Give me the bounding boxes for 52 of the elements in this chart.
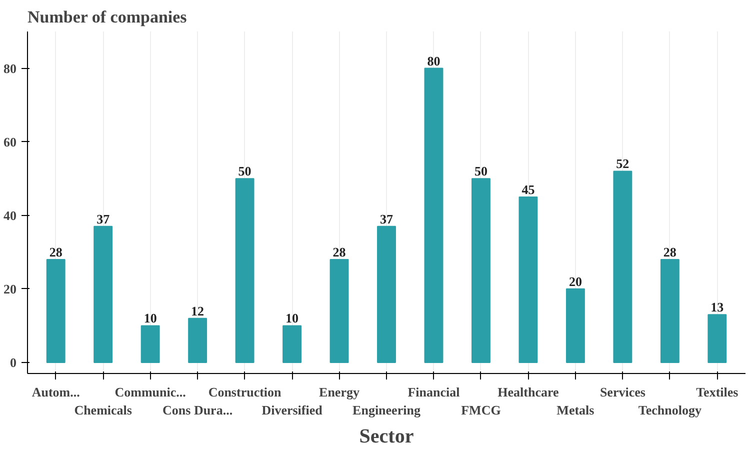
x-tick-label: Chemicals	[74, 402, 132, 418]
data-label: 28	[332, 244, 346, 260]
x-tick-label: Diversified	[262, 402, 324, 418]
data-label: 45	[522, 182, 536, 197]
bar	[282, 325, 302, 363]
bar	[94, 226, 113, 363]
bar	[613, 170, 632, 363]
bar	[46, 259, 66, 363]
data-label: 80	[427, 53, 440, 68]
y-axis-title: Number of companies	[28, 8, 188, 26]
data-label: 50	[238, 164, 252, 179]
data-label: 37	[96, 211, 110, 226]
data-label: 10	[286, 310, 299, 326]
data-label: 20	[568, 274, 582, 289]
y-tick-label: 20	[4, 281, 16, 296]
bar	[660, 259, 680, 363]
y-tick-label: 60	[4, 134, 16, 150]
x-tick-label: Autom...	[32, 384, 80, 400]
bar	[518, 196, 538, 363]
bar	[708, 314, 727, 363]
data-label: 28	[49, 244, 63, 260]
x-tick-label: Metals	[556, 402, 594, 418]
y-tick-label: 0	[10, 354, 16, 370]
bar	[235, 178, 254, 363]
bar	[188, 318, 208, 363]
x-tick-label: Cons Dura...	[162, 402, 233, 418]
data-label: 12	[191, 303, 204, 318]
x-tick-label: Textiles	[696, 384, 738, 400]
x-tick-label: Technology	[638, 402, 702, 418]
bar	[472, 178, 490, 363]
bar	[377, 226, 396, 363]
bar	[330, 259, 349, 363]
data-label: 13	[710, 300, 724, 315]
x-tick-label: FMCG	[461, 402, 501, 418]
bar	[424, 68, 444, 363]
x-axis-title: Sector	[359, 426, 414, 448]
data-label: 37	[380, 211, 394, 226]
y-tick-label: 40	[4, 208, 16, 223]
x-tick-label: Construction	[208, 384, 282, 400]
x-tick-label: Services	[600, 384, 646, 400]
x-tick-label: Communic...	[114, 384, 186, 400]
x-tick-label: Financial	[408, 384, 460, 400]
x-tick-label: Energy	[319, 384, 360, 400]
data-label: 10	[144, 310, 157, 326]
bar	[566, 288, 585, 363]
x-tick-label: Healthcare	[498, 384, 560, 400]
x-tick-label: Engineering	[352, 402, 421, 418]
bar	[140, 325, 160, 363]
data-label: 28	[663, 244, 677, 260]
data-label: 52	[616, 156, 630, 172]
data-label: 50	[474, 164, 488, 179]
y-tick-label: 80	[4, 60, 16, 76]
